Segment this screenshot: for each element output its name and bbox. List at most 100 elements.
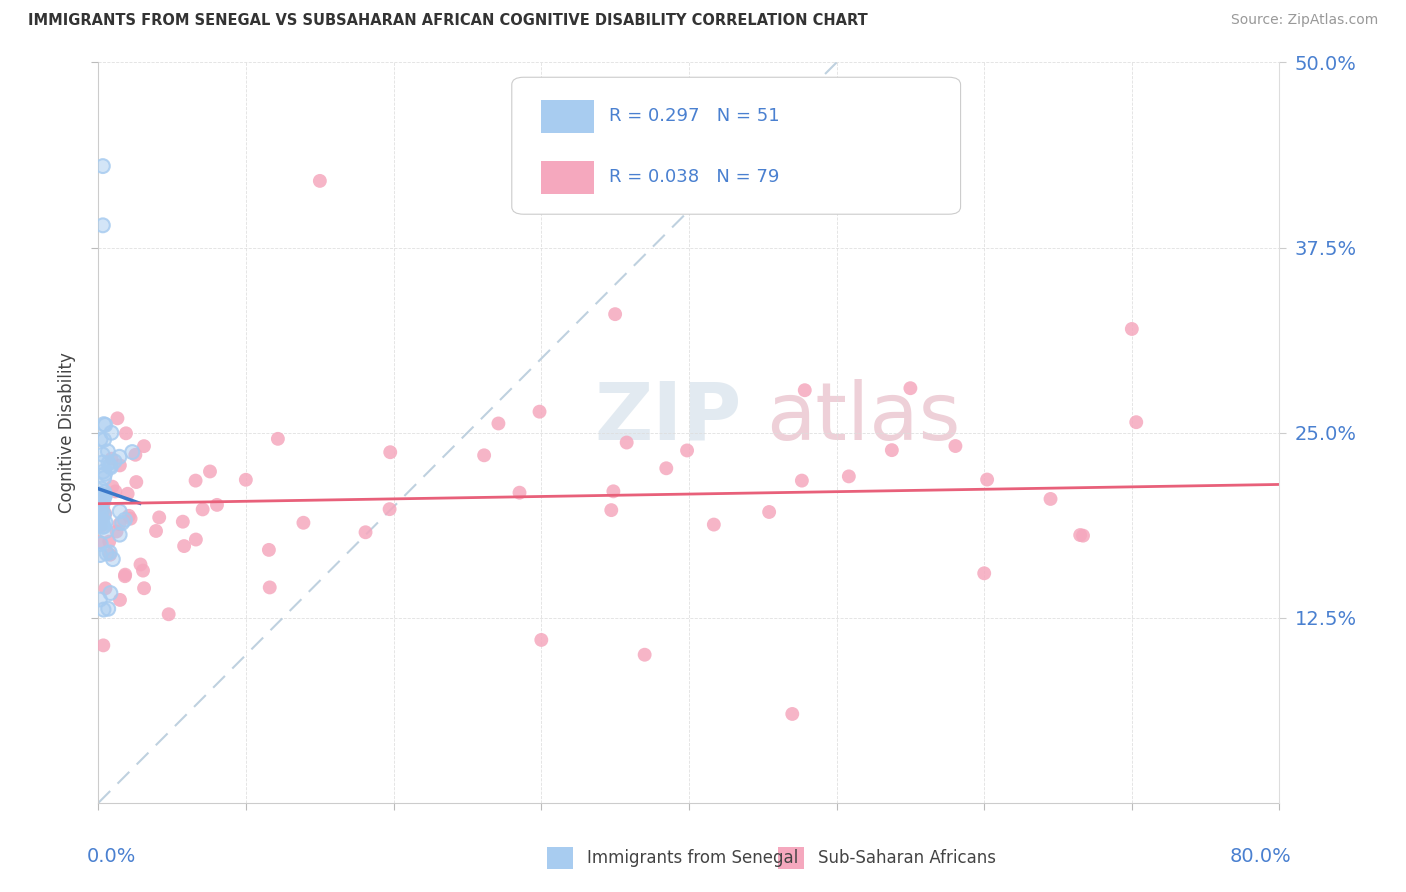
Point [91,495,114,509]
Point [107,411,129,425]
Point [100,460,122,475]
Point [97,456,120,470]
Point [655,461,678,475]
Point [90,494,112,508]
Point [1125,415,1147,429]
Point [89,500,111,514]
Point [101,480,124,494]
Text: atlas: atlas [766,379,960,457]
Point [91,491,114,505]
Point [108,504,131,518]
Point [100,451,122,466]
Point [235,473,257,487]
Point [98,459,121,474]
Point [90,516,112,531]
Point [89,548,111,562]
Point [309,174,332,188]
Text: 0.0%: 0.0% [87,847,136,866]
Point [900,381,922,395]
Point [103,454,125,468]
Point [93,602,115,616]
Point [90,537,112,551]
Point [472,448,495,462]
Point [529,405,551,419]
Point [380,445,402,459]
Point [115,426,138,441]
Point [124,448,146,462]
Point [703,517,725,532]
Point [94,582,117,596]
Point [976,473,998,487]
Point [118,508,141,523]
Point [148,510,170,524]
Point [172,515,194,529]
Point [108,504,131,518]
Point [1069,528,1091,542]
Text: 80.0%: 80.0% [1229,847,1291,866]
Point [93,417,115,431]
FancyBboxPatch shape [778,847,803,870]
Point [508,485,530,500]
FancyBboxPatch shape [541,100,595,133]
Point [89,592,111,607]
Point [89,487,111,501]
Point [205,498,228,512]
Point [94,467,117,481]
Point [354,525,377,540]
Point [94,417,117,432]
Point [93,602,115,616]
Point [93,490,115,504]
Point [103,454,125,468]
Point [880,443,903,458]
Point [90,432,112,446]
Point [93,508,115,522]
Point [93,471,115,485]
Point [790,474,813,488]
Text: R = 0.038   N = 79: R = 0.038 N = 79 [609,169,779,186]
Point [89,592,111,607]
Point [89,504,111,518]
Point [634,648,657,662]
Point [93,417,115,431]
Point [91,465,114,479]
Text: ZIP: ZIP [595,379,742,457]
Point [90,515,112,529]
Point [96,546,118,560]
Point [91,519,114,533]
Point [91,219,114,233]
Point [97,601,120,615]
Point [292,516,315,530]
Point [91,465,114,479]
Point [91,514,114,528]
Point [257,542,280,557]
Text: Immigrants from Senegal: Immigrants from Senegal [588,849,799,867]
Point [605,307,627,321]
Point [114,513,136,527]
Point [97,456,120,470]
Point [93,471,115,485]
Point [108,527,131,541]
Point [93,490,115,504]
Point [94,524,117,538]
Point [91,491,114,505]
Point [945,439,967,453]
Point [108,593,131,607]
Point [121,445,143,459]
Point [973,566,995,581]
Point [530,632,553,647]
Point [90,500,112,515]
Point [100,425,122,440]
Point [100,425,122,440]
Text: IMMIGRANTS FROM SENEGAL VS SUBSAHARAN AFRICAN COGNITIVE DISABILITY CORRELATION C: IMMIGRANTS FROM SENEGAL VS SUBSAHARAN AF… [28,13,868,29]
Point [97,444,120,458]
Point [91,159,114,173]
Point [132,564,155,578]
Point [378,502,401,516]
Point [98,545,121,559]
Point [97,444,120,458]
Point [94,516,117,530]
Point [94,417,117,432]
Point [89,507,111,521]
Point [89,500,111,514]
Point [758,505,780,519]
